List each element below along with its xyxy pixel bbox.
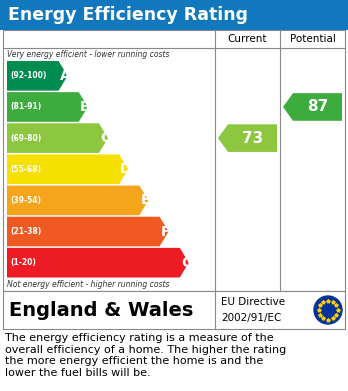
Text: 2002/91/EC: 2002/91/EC — [221, 313, 282, 323]
Text: 87: 87 — [307, 99, 328, 115]
Text: (1-20): (1-20) — [10, 258, 36, 267]
Text: (39-54): (39-54) — [10, 196, 41, 205]
Text: G: G — [181, 256, 192, 270]
Text: F: F — [160, 224, 170, 239]
Text: E: E — [140, 194, 150, 207]
Text: Energy Efficiency Rating: Energy Efficiency Rating — [8, 6, 248, 24]
Text: England & Wales: England & Wales — [9, 301, 193, 319]
Text: Potential: Potential — [290, 34, 335, 44]
Text: EU Directive: EU Directive — [221, 297, 285, 307]
Text: The energy efficiency rating is a measure of the
overall efficiency of a home. T: The energy efficiency rating is a measur… — [5, 333, 286, 378]
Bar — [0, 0, 348, 30]
Polygon shape — [7, 61, 68, 91]
Text: Not energy efficient - higher running costs: Not energy efficient - higher running co… — [7, 280, 169, 289]
Polygon shape — [218, 124, 277, 152]
Polygon shape — [7, 123, 108, 153]
Text: 73: 73 — [242, 131, 263, 145]
Bar — [3, 291, 345, 329]
Polygon shape — [7, 186, 148, 215]
Text: Very energy efficient - lower running costs: Very energy efficient - lower running co… — [7, 50, 169, 59]
Text: C: C — [100, 131, 110, 145]
Circle shape — [314, 296, 342, 324]
Polygon shape — [7, 217, 168, 246]
Text: (92-100): (92-100) — [10, 71, 46, 80]
Text: D: D — [120, 162, 132, 176]
Polygon shape — [7, 248, 189, 278]
Polygon shape — [7, 92, 88, 122]
Text: (21-38): (21-38) — [10, 227, 41, 236]
Polygon shape — [7, 154, 128, 184]
Text: B: B — [80, 100, 90, 114]
Text: Current: Current — [228, 34, 267, 44]
Text: (69-80): (69-80) — [10, 134, 41, 143]
Polygon shape — [283, 93, 342, 121]
Text: (81-91): (81-91) — [10, 102, 41, 111]
Text: (55-68): (55-68) — [10, 165, 41, 174]
Bar — [3, 30, 345, 291]
Text: A: A — [60, 69, 70, 83]
